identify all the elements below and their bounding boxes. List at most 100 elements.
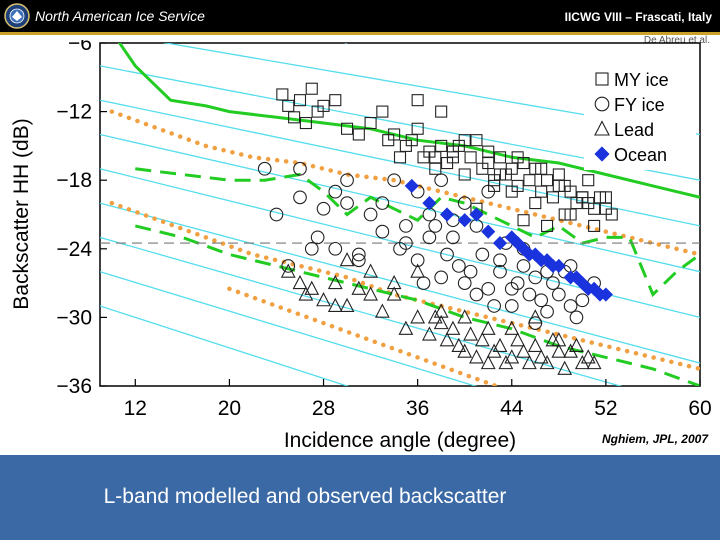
data-point-ocean	[522, 247, 537, 262]
data-point-fy-ice	[528, 270, 543, 285]
x-axis-ticks: 12 20 28 36 44 52 60	[124, 379, 712, 420]
data-point-ocean	[545, 258, 561, 274]
data-point-fy-ice	[475, 247, 490, 262]
data-point-my-ice	[299, 116, 312, 130]
data-point-fy-ice	[310, 230, 325, 245]
data-point-lead	[386, 286, 402, 301]
model-curve-cyan-5	[100, 133, 700, 273]
data-point-my-ice	[605, 208, 618, 221]
data-point-my-ice	[458, 168, 471, 181]
data-point-fy-ice	[469, 287, 484, 302]
data-point-my-ice	[517, 214, 530, 227]
data-point-fy-ice	[440, 247, 454, 262]
data-point-lead	[351, 280, 367, 295]
x-tick-label: 36	[406, 397, 429, 420]
data-point-my-ice	[599, 191, 612, 204]
data-point-fy-ice	[269, 207, 284, 222]
data-point-fy-ice	[399, 236, 413, 250]
model-curve-cyan-7	[100, 202, 700, 364]
data-point-fy-ice	[457, 196, 472, 210]
data-point-lead	[480, 320, 496, 335]
data-point-lead	[580, 349, 596, 364]
data-point-my-ice	[388, 128, 401, 141]
data-point-my-ice	[429, 151, 442, 164]
data-point-my-ice	[411, 94, 424, 107]
data-point-lead	[363, 286, 378, 301]
data-point-lead	[492, 337, 508, 353]
data-point-fy-ice	[516, 259, 531, 273]
data-point-my-ice	[364, 116, 377, 130]
header-bar: North American Ice Service IICWG VIII – …	[0, 0, 720, 32]
data-point-lead	[304, 280, 320, 295]
data-point-lead	[451, 337, 467, 353]
source-credit: Nghiem, JPL, 2007	[601, 432, 708, 446]
data-point-my-ice	[588, 219, 601, 232]
data-point-ocean	[592, 287, 608, 302]
data-point-lead	[374, 303, 390, 318]
data-point-fy-ice	[481, 184, 496, 199]
slide-caption: L-band modelled and observed backscatter	[103, 485, 507, 508]
data-point-lead	[457, 309, 473, 324]
data-point-my-ice	[341, 122, 354, 135]
model-curve-cyan-8	[100, 236, 623, 386]
data-point-fy-ice	[551, 287, 566, 302]
y-axis-ticks: −6 −12 −18 −24 −30 −36	[56, 40, 107, 398]
data-point-lead	[280, 263, 296, 278]
data-point-my-ice	[446, 145, 459, 158]
data-point-fy-ice	[504, 281, 519, 296]
data-point-lead	[504, 349, 520, 364]
header-gold-rule	[0, 32, 720, 35]
data-point-fy-ice	[328, 184, 343, 199]
data-point-lead	[504, 320, 520, 335]
data-point-my-ice	[482, 145, 495, 158]
y-tick-label: −36	[56, 375, 92, 398]
data-point-lead	[422, 326, 437, 341]
data-point-fy-ice	[481, 281, 496, 296]
data-point-lead	[539, 354, 555, 370]
data-point-lead	[292, 274, 308, 290]
data-point-lead	[557, 360, 573, 375]
data-point-my-ice	[541, 219, 554, 232]
data-point-my-ice	[535, 162, 548, 175]
data-point-fy-ice	[410, 253, 425, 268]
data-point-my-ice	[582, 174, 595, 187]
data-point-lead	[398, 320, 414, 335]
data-point-my-ice	[505, 185, 518, 198]
data-point-fy-ice	[434, 173, 449, 188]
author-credit: De Abreu et al.	[643, 35, 710, 44]
y-axis-label: Backscatter HH (dB)	[10, 118, 33, 309]
data-point-lead	[363, 263, 378, 278]
data-point-lead	[527, 337, 543, 353]
data-point-my-ice	[435, 105, 448, 118]
data-point-lead	[569, 337, 584, 353]
model-curve-green-long-dash-2	[134, 224, 700, 386]
data-point-lead	[316, 292, 331, 307]
legend-label: MY ice	[614, 70, 669, 90]
data-point-fy-ice	[363, 207, 378, 222]
x-tick-label: 60	[688, 397, 711, 420]
data-point-my-ice	[352, 128, 365, 141]
data-point-ocean	[469, 207, 484, 222]
data-point-lead	[339, 297, 355, 313]
data-point-ocean	[422, 196, 437, 211]
model-curve-cyan-10	[100, 305, 350, 386]
data-point-my-ice	[529, 197, 542, 210]
data-point-my-ice	[464, 151, 477, 164]
data-point-fy-ice	[351, 247, 366, 262]
data-point-my-ice	[511, 151, 524, 164]
data-point-fy-ice	[434, 270, 449, 285]
data-point-fy-ice	[316, 201, 331, 216]
data-point-lead	[433, 303, 449, 318]
data-point-ocean	[569, 270, 584, 285]
data-point-fy-ice	[463, 264, 478, 279]
data-point-my-ice	[470, 134, 483, 147]
data-point-my-ice	[376, 105, 389, 118]
data-point-my-ice	[288, 111, 301, 124]
data-point-my-ice	[493, 151, 507, 164]
data-point-fy-ice	[422, 230, 437, 245]
legend-marker-diamond	[594, 146, 610, 162]
data-point-fy-ice	[328, 241, 343, 256]
data-point-fy-ice	[428, 219, 443, 233]
x-tick-label: 44	[500, 397, 524, 420]
model-curve-orange-dotted-1	[109, 109, 700, 257]
